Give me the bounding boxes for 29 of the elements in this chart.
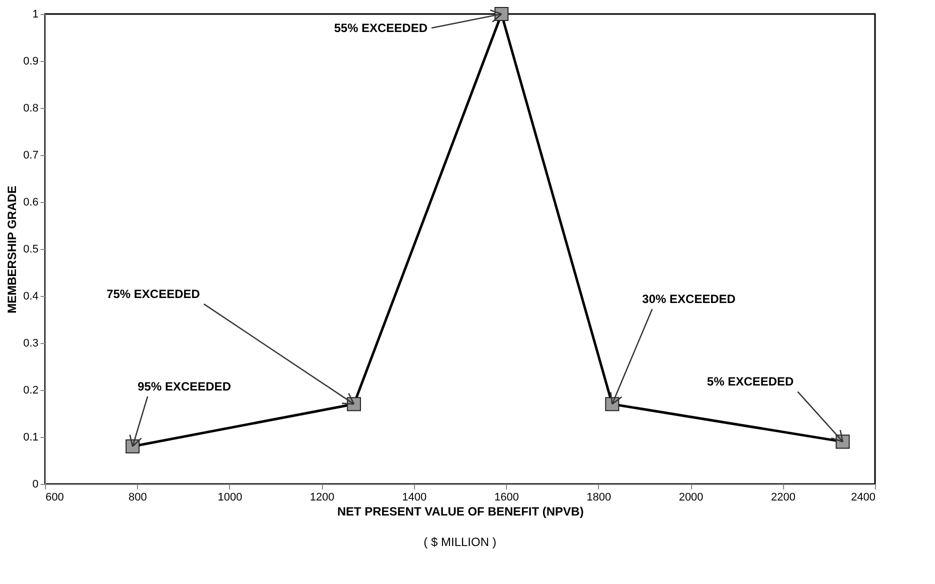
x-tick-label: 800 <box>128 492 147 504</box>
x-tick-label: 1200 <box>310 492 334 504</box>
y-tick-label: 0.9 <box>23 56 38 68</box>
x-tick-label: 2000 <box>678 492 704 504</box>
y-tick-label: 0 <box>32 478 38 490</box>
x-tick-label: 1400 <box>402 492 427 504</box>
annotation: 30% EXCEEDED <box>642 292 736 306</box>
y-tick-label: 0.5 <box>23 244 38 256</box>
annotation: 95% EXCEEDED <box>138 379 232 394</box>
annotation: 55% EXCEEDED <box>334 21 428 35</box>
y-tick-label: 0.6 <box>23 196 38 208</box>
x-tick-label: 600 <box>46 492 64 504</box>
x-axis-title: NET PRESENT VALUE OF BENEFIT (NPVB) <box>337 504 584 518</box>
y-tick-label: 0.2 <box>23 384 38 396</box>
y-tick-label: 0.7 <box>23 150 38 162</box>
y-tick-label: 0.8 <box>23 102 38 114</box>
x-tick-label: 1000 <box>218 492 242 504</box>
y-tick-label: 1 <box>32 8 38 20</box>
x-tick-label: 1800 <box>586 492 612 504</box>
y-tick-label: 0.3 <box>23 338 38 350</box>
x-tick-label: 2400 <box>851 492 876 504</box>
annotation: 5% EXCEEDED <box>707 374 794 389</box>
x-tick-label: 1600 <box>494 492 519 504</box>
y-tick-label: 0.4 <box>23 290 38 302</box>
x-tick-label: 2200 <box>771 492 796 504</box>
annotation: 75% EXCEEDED <box>106 287 200 302</box>
text: ( $ MILLION ) <box>424 535 496 549</box>
y-axis-title: MEMBERSHIP GRADE <box>5 186 20 314</box>
y-tick-label: 0.1 <box>23 432 38 444</box>
